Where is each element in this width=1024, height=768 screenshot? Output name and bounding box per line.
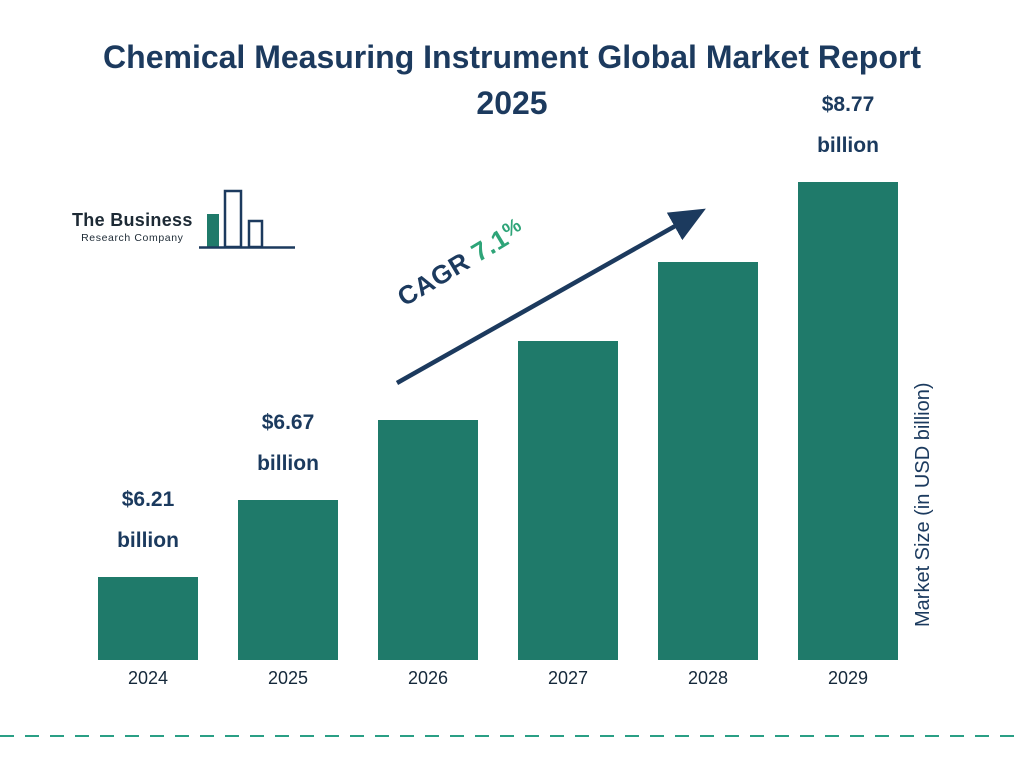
value-amount: $6.21 [121,488,175,512]
logo-bars-icon [198,189,295,249]
x-axis-label-2029: 2029 [827,668,869,688]
value-unit: billion [817,133,879,157]
value-amount: $8.77 [821,93,875,117]
logo-text: The Business Research Company [72,210,193,244]
bar-2029 [798,182,898,660]
bar-2026 [378,420,478,660]
x-axis-label-2024: 2024 [127,668,169,688]
value-unit: billion [257,451,319,475]
logo-line2: Research Company [81,232,184,244]
bar-2024 [98,577,198,660]
value-label-2024: $6.21 billion [78,480,218,561]
bar-2028 [658,262,758,660]
company-logo: The Business Research Company [72,188,297,252]
footer-dashed-divider [0,735,1024,737]
value-amount: $6.67 [261,411,315,435]
logo-line1: The Business [72,210,193,230]
bar-2027 [518,341,618,660]
x-axis-label-2025: 2025 [267,668,309,688]
page-title: Chemical Measuring Instrument Global Mar… [103,39,921,122]
x-axis-label-2028: 2028 [687,668,729,688]
value-label-2029: $8.77 billion [778,85,918,166]
value-unit: billion [117,528,179,552]
value-label-2025: $6.67 billion [218,403,358,484]
bar-2025 [238,500,338,660]
x-axis-label-2026: 2026 [407,668,449,688]
y-axis-label: Market Size (in USD billion) [912,382,934,628]
x-axis-label-2027: 2027 [547,668,589,688]
